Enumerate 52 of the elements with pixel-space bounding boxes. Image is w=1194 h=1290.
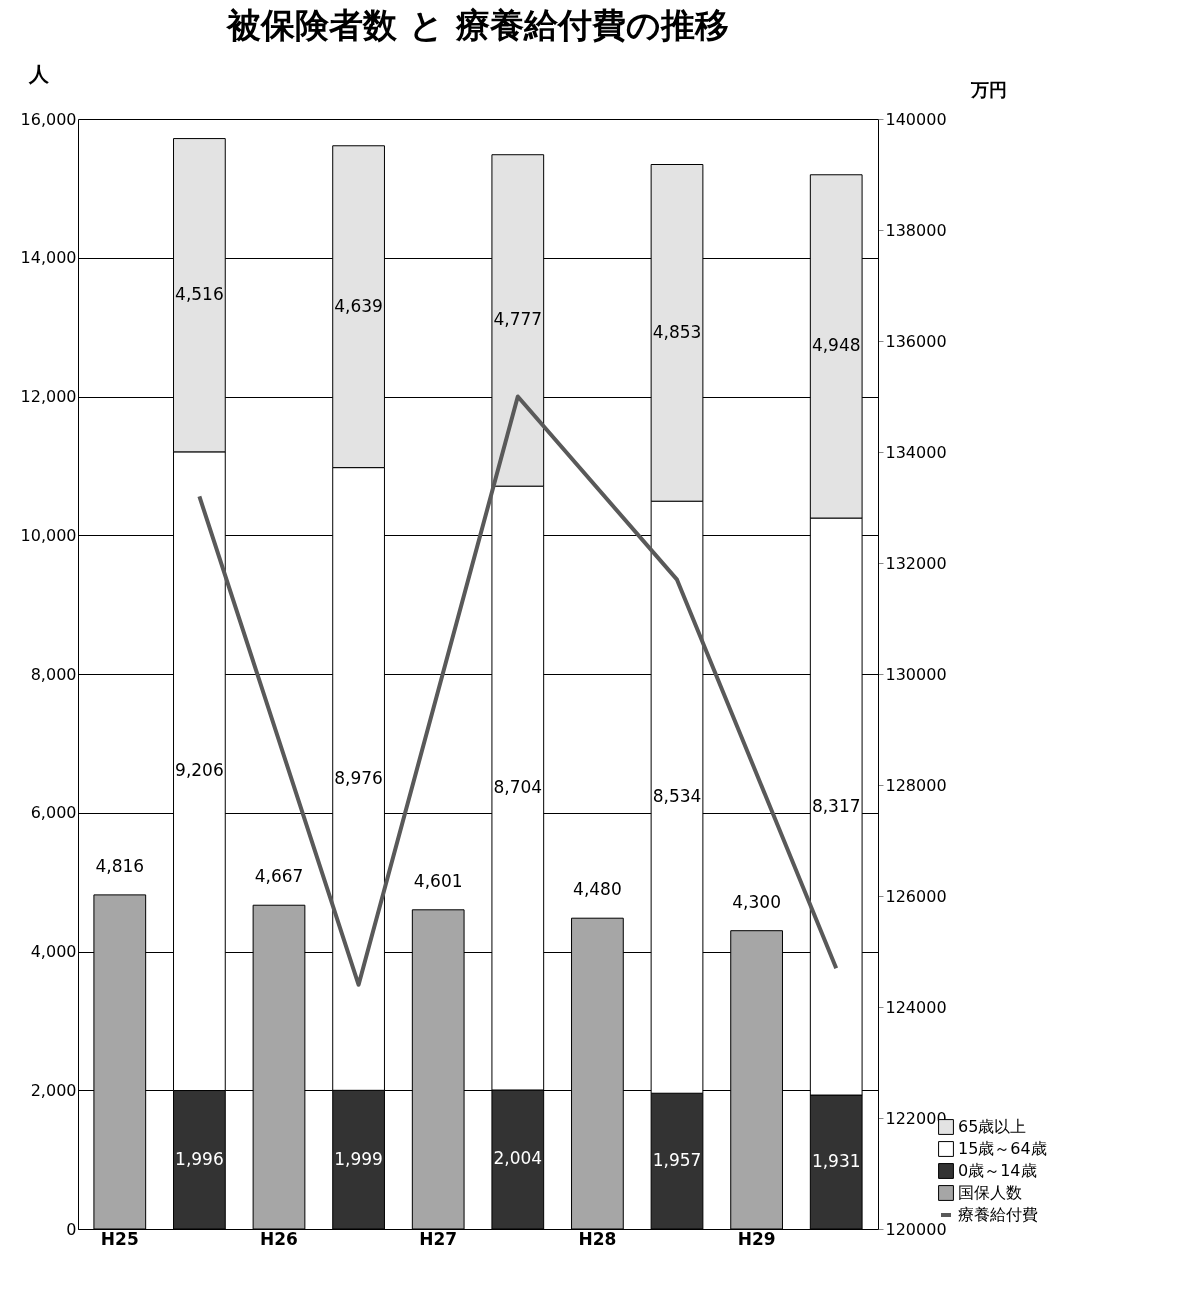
y-tick-label: 2,000 (30, 1080, 77, 1100)
data-label: 8,704 (493, 777, 543, 798)
y-tick-label: 14,000 (20, 248, 77, 268)
data-label: 8,976 (334, 767, 383, 788)
y2-tick-label: 128000 (885, 775, 947, 795)
legend-label: 療養給付費 (958, 1205, 1038, 1224)
chart-title: 被保険者数 と 療養給付費の推移 (225, 5, 729, 45)
data-label: 4,480 (573, 879, 622, 900)
data-label: 4,816 (95, 855, 145, 876)
data-label: 1,999 (334, 1148, 383, 1169)
y2-axis-title: 万円 (969, 78, 1007, 100)
y2-tick-label: 138000 (885, 220, 947, 240)
y2-tick-label: 136000 (885, 331, 947, 351)
data-label: 8,317 (811, 795, 861, 816)
data-label: 8,534 (652, 786, 702, 807)
y2-tick-label: 134000 (885, 442, 947, 462)
data-label: 4,777 (493, 309, 543, 330)
y-tick-label: 16,000 (20, 109, 77, 129)
data-label: 4,853 (652, 321, 702, 342)
y-tick-label: 4,000 (30, 942, 77, 961)
x-tick-label: H25 (100, 1228, 139, 1249)
legend-label: 65歳以上 (958, 1117, 1027, 1136)
y2-tick-label: 132000 (885, 553, 947, 573)
x-tick-label: H26 (260, 1228, 298, 1249)
data-label: 4,601 (413, 870, 463, 891)
y2-tick-label: 140000 (885, 109, 947, 129)
y2-tick-label: 124000 (885, 997, 947, 1017)
x-tick-label: H28 (578, 1228, 617, 1249)
data-label: 1,957 (652, 1150, 702, 1171)
y2-tick-label: 130000 (885, 664, 947, 684)
y-tick-label: 0 (66, 1219, 77, 1239)
y-tick-label: 12,000 (20, 387, 77, 406)
data-label: 4,516 (175, 284, 224, 305)
y2-tick-label: 126000 (885, 886, 947, 906)
y2-tick-label: 120000 (885, 1219, 947, 1239)
legend-label: 15歳～64歳 (958, 1139, 1047, 1158)
y-tick-label: 10,000 (20, 525, 77, 545)
data-label: 1,996 (175, 1148, 224, 1169)
y-axis-title: 人 (27, 61, 50, 86)
x-tick-label: H27 (419, 1228, 458, 1249)
y-tick-label: 6,000 (30, 803, 77, 823)
data-label: 4,948 (811, 335, 861, 356)
legend-label: 0歳～14歳 (958, 1161, 1037, 1180)
y-tick-label: 8,000 (30, 664, 77, 684)
data-label: 4,639 (334, 295, 383, 316)
data-label: 4,667 (254, 866, 304, 887)
data-label: 1,931 (811, 1151, 861, 1172)
x-tick-label: H29 (737, 1228, 776, 1249)
data-label: 2,004 (493, 1148, 543, 1169)
data-label: 9,206 (175, 760, 224, 781)
legend-label: 国保人数 (958, 1183, 1022, 1202)
data-label: 4,300 (732, 891, 781, 912)
